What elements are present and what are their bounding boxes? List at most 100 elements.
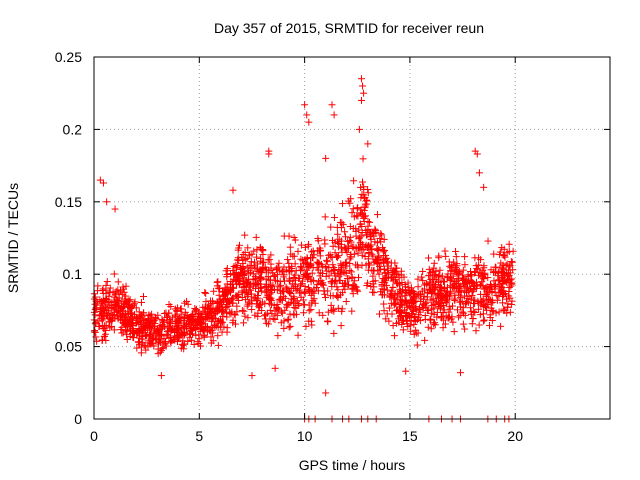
data-point	[357, 96, 365, 104]
data-point	[251, 279, 259, 287]
data-point	[322, 272, 330, 280]
data-point	[178, 340, 186, 348]
data-point	[375, 270, 383, 278]
data-point	[336, 218, 344, 226]
data-point	[479, 271, 487, 279]
data-point	[365, 249, 373, 257]
data-point	[127, 304, 135, 312]
data-point	[188, 313, 196, 321]
data-point	[253, 253, 261, 261]
data-point	[248, 264, 256, 272]
data-point	[337, 291, 345, 299]
data-point	[255, 268, 263, 276]
data-point	[381, 256, 389, 264]
data-point	[334, 304, 342, 312]
data-point	[122, 326, 130, 334]
data-point	[240, 319, 248, 327]
data-point	[235, 241, 243, 249]
data-point	[508, 300, 516, 308]
data-point	[341, 243, 349, 251]
data-point	[263, 287, 271, 295]
data-point	[257, 255, 265, 263]
data-point	[187, 330, 195, 338]
data-point	[201, 289, 209, 297]
data-point	[365, 261, 373, 269]
data-point	[486, 281, 494, 289]
data-point	[468, 277, 476, 285]
data-point	[477, 301, 485, 309]
data-point	[360, 191, 368, 199]
data-point	[448, 313, 456, 321]
data-point	[450, 328, 458, 336]
data-point	[103, 298, 111, 306]
data-point	[461, 261, 469, 269]
data-point	[215, 284, 223, 292]
data-point	[218, 308, 226, 316]
data-point	[180, 323, 188, 331]
data-point	[391, 294, 399, 302]
data-point	[214, 341, 222, 349]
data-point	[325, 272, 333, 280]
data-point	[112, 303, 120, 311]
data-point	[329, 242, 337, 250]
data-point	[320, 287, 328, 295]
data-point	[501, 276, 509, 284]
data-point	[477, 256, 485, 264]
data-point	[139, 293, 147, 301]
data-point	[195, 340, 203, 348]
data-point	[429, 267, 437, 275]
data-point	[446, 293, 454, 301]
data-point	[488, 307, 496, 315]
data-point	[151, 328, 159, 336]
data-point	[302, 322, 310, 330]
data-point	[438, 313, 446, 321]
data-point	[330, 329, 338, 337]
data-point	[480, 316, 488, 324]
data-point	[291, 260, 299, 268]
data-point	[334, 286, 342, 294]
data-point	[357, 206, 365, 214]
data-point	[440, 278, 448, 286]
data-point	[322, 389, 330, 397]
data-point	[277, 289, 285, 297]
data-point	[130, 334, 138, 342]
data-point	[123, 336, 131, 344]
data-point	[277, 308, 285, 316]
data-point	[358, 246, 366, 254]
data-point	[377, 230, 385, 238]
data-point	[348, 285, 356, 293]
data-point	[280, 317, 288, 325]
data-point	[392, 276, 400, 284]
data-point	[103, 278, 111, 286]
data-point	[171, 305, 179, 313]
data-point	[322, 154, 330, 162]
data-point	[184, 300, 192, 308]
data-point	[500, 265, 508, 273]
data-point	[459, 320, 467, 328]
data-point	[462, 289, 470, 297]
data-point	[366, 243, 374, 251]
data-point	[451, 277, 459, 285]
data-point	[271, 307, 279, 315]
data-point	[165, 300, 173, 308]
data-point	[222, 303, 230, 311]
data-point	[463, 294, 471, 302]
data-point	[386, 292, 394, 300]
data-point	[495, 308, 503, 316]
data-point	[450, 295, 458, 303]
data-point	[403, 303, 411, 311]
data-point	[156, 322, 164, 330]
data-point	[301, 301, 309, 309]
data-point	[235, 272, 243, 280]
data-point	[119, 310, 127, 318]
data-point	[364, 279, 372, 287]
data-point	[335, 276, 343, 284]
data-point	[350, 277, 358, 285]
data-point	[459, 274, 467, 282]
data-point	[208, 317, 216, 325]
data-point	[398, 321, 406, 329]
data-point	[452, 253, 460, 261]
data-point	[427, 296, 435, 304]
data-point	[248, 306, 256, 314]
data-point	[443, 298, 451, 306]
